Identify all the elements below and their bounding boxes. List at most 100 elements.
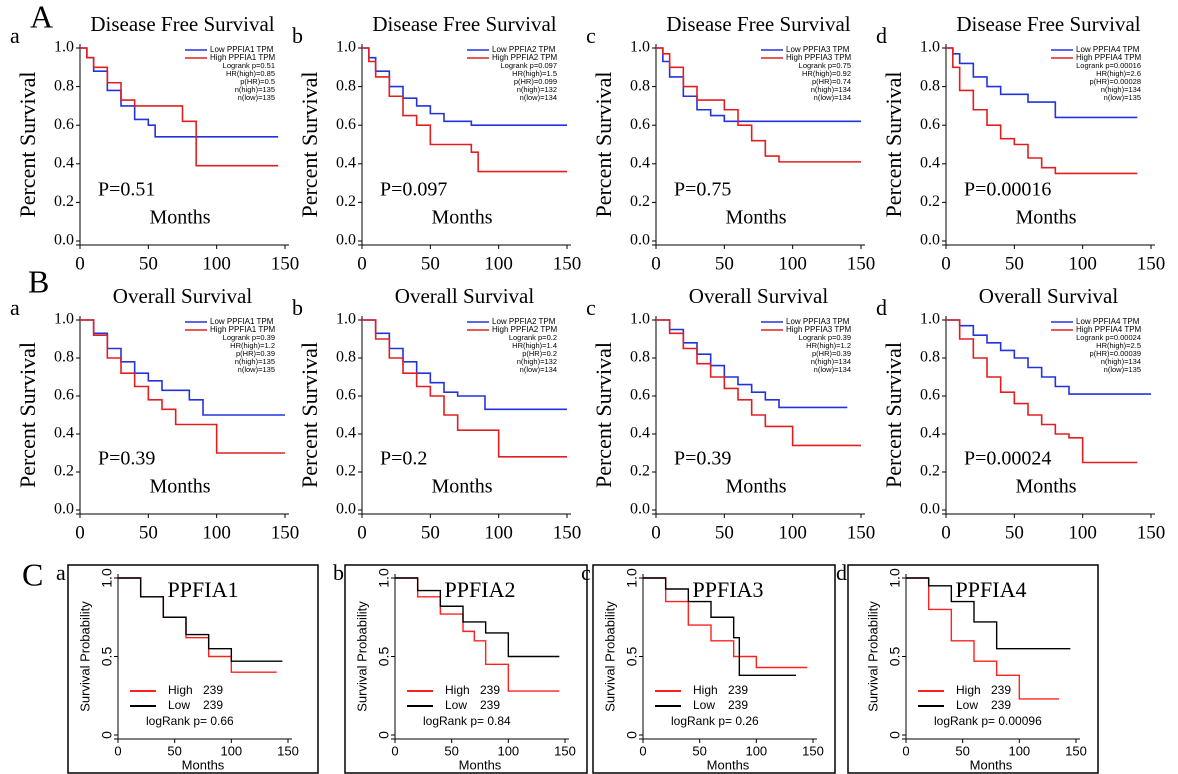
y-tick-label: 0.4 bbox=[920, 154, 940, 171]
stat-text: n(high)=134 bbox=[1101, 85, 1141, 94]
p-value: logRank p= 0.66 bbox=[146, 714, 234, 728]
legend-label: High PPFIA2 TPM bbox=[492, 325, 558, 334]
legend-count: 239 bbox=[480, 698, 500, 712]
survival-curve bbox=[80, 319, 285, 416]
stat-text: HR(high)=0.92 bbox=[802, 69, 851, 78]
y-tick-label: 1.0 bbox=[54, 311, 74, 328]
legend-label: High PPFIA1 TPM bbox=[210, 53, 276, 62]
y-axis-label: Percent Survival bbox=[881, 342, 906, 488]
chart-title: Disease Free Survival bbox=[666, 12, 850, 36]
stat-text: Logrank p=0.75 bbox=[799, 61, 851, 70]
y-axis-label: Percent Survival bbox=[297, 342, 322, 488]
section-label: A bbox=[30, 0, 53, 34]
x-tick-label: 150 bbox=[271, 253, 300, 274]
survival-curve bbox=[906, 577, 1071, 650]
x-tick-label: 0 bbox=[651, 522, 661, 543]
x-tick-label: 150 bbox=[847, 253, 876, 274]
panel-label: b bbox=[292, 23, 303, 48]
y-axis-label: Survival Probability bbox=[865, 601, 880, 712]
y-tick-label: 0.6 bbox=[630, 387, 650, 404]
x-tick-label: 150 bbox=[1137, 522, 1166, 543]
x-tick-label: 150 bbox=[554, 743, 576, 758]
y-tick-label: 0.8 bbox=[920, 349, 940, 366]
stat-text: n(low)=135 bbox=[238, 93, 275, 102]
legend-label: Low bbox=[956, 698, 978, 712]
panel-label: c bbox=[586, 23, 596, 48]
panel-frame bbox=[847, 564, 1099, 774]
y-tick-label: 1.0 bbox=[376, 568, 392, 588]
y-tick-label: 1.0 bbox=[624, 568, 640, 588]
survival-curve bbox=[946, 319, 1151, 395]
stat-text: n(low)=135 bbox=[238, 365, 275, 374]
legend-label: Low PPFIA2 TPM bbox=[492, 317, 556, 326]
y-tick-label: 0.5 bbox=[376, 647, 392, 667]
stat-text: n(high)=135 bbox=[235, 357, 275, 366]
stat-text: HR(high)=1.2 bbox=[806, 341, 851, 350]
x-tick-label: 0 bbox=[357, 522, 367, 543]
y-tick-label: 0.6 bbox=[54, 387, 74, 404]
panel-frame bbox=[67, 564, 319, 774]
survival-curve bbox=[395, 577, 560, 692]
survival-curve bbox=[656, 47, 861, 123]
stat-text: HR(high)=1.5 bbox=[512, 69, 557, 78]
stat-text: n(low)=135 bbox=[1104, 365, 1141, 374]
x-tick-label: 150 bbox=[802, 743, 824, 758]
y-tick-label: 1.0 bbox=[336, 311, 356, 328]
y-tick-label: 0.8 bbox=[54, 349, 74, 366]
x-tick-label: 100 bbox=[1068, 522, 1097, 543]
x-tick-label: 100 bbox=[484, 522, 513, 543]
y-tick-label: 0.2 bbox=[336, 463, 356, 480]
p-value: P=0.39 bbox=[674, 448, 731, 470]
y-tick-label: 0.4 bbox=[920, 425, 940, 442]
p-value: P=0.39 bbox=[98, 448, 155, 470]
x-tick-label: 0 bbox=[902, 743, 909, 758]
survival-curve bbox=[946, 319, 1138, 464]
y-tick-label: 0.0 bbox=[630, 232, 650, 249]
legend-label: Low PPFIA4 TPM bbox=[1076, 317, 1140, 326]
survival-curve bbox=[80, 47, 279, 167]
panel-label: d bbox=[876, 23, 887, 48]
stat-text: n(high)=132 bbox=[517, 85, 557, 94]
p-value: P=0.2 bbox=[380, 448, 427, 470]
y-tick-label: 1.0 bbox=[920, 39, 940, 56]
x-tick-label: 100 bbox=[202, 522, 231, 543]
legend-label: Low PPFIA1 TPM bbox=[210, 45, 274, 54]
legend-label: High bbox=[445, 683, 470, 697]
p-value: P=0.00016 bbox=[964, 179, 1051, 201]
y-tick-label: 1.0 bbox=[99, 568, 115, 588]
y-axis-label: Percent Survival bbox=[881, 71, 906, 217]
x-tick-label: 100 bbox=[202, 253, 231, 274]
survival-curve bbox=[80, 319, 285, 454]
panel-label: c bbox=[586, 295, 596, 320]
y-tick-label: 0.6 bbox=[54, 116, 74, 133]
legend-count: 239 bbox=[991, 698, 1011, 712]
stat-text: p(HR)=0.099 bbox=[514, 77, 557, 86]
y-axis-label: Survival Probability bbox=[354, 601, 369, 712]
y-tick-label: 0.0 bbox=[920, 232, 940, 249]
x-axis-label: Months bbox=[1015, 476, 1076, 498]
panel-label: a bbox=[10, 23, 20, 48]
chart-title: PPFIA4 bbox=[956, 577, 1027, 602]
y-axis-label: Percent Survival bbox=[297, 71, 322, 217]
y-tick-label: 1.0 bbox=[54, 39, 74, 56]
p-value: P=0.00024 bbox=[964, 448, 1051, 470]
x-tick-label: 50 bbox=[421, 253, 440, 274]
legend-label: High PPFIA3 TPM bbox=[786, 53, 852, 62]
p-value: logRank p= 0.26 bbox=[671, 714, 759, 728]
x-tick-label: 100 bbox=[745, 743, 767, 758]
panel-label: b bbox=[292, 295, 303, 320]
y-tick-label: 0.2 bbox=[920, 463, 940, 480]
x-tick-label: 100 bbox=[220, 743, 242, 758]
panel-label: d bbox=[836, 560, 847, 585]
legend-label: Low PPFIA3 TPM bbox=[786, 317, 850, 326]
survival-curve bbox=[118, 577, 283, 662]
y-tick-label: 0.2 bbox=[54, 193, 74, 210]
x-tick-label: 150 bbox=[1137, 253, 1166, 274]
y-tick-label: 0.8 bbox=[630, 349, 650, 366]
stat-text: n(high)=134 bbox=[811, 357, 851, 366]
y-tick-label: 0.4 bbox=[630, 425, 650, 442]
stat-text: Logrank p=0.39 bbox=[799, 333, 851, 342]
survival-curve bbox=[395, 577, 560, 658]
legend-label: High PPFIA1 TPM bbox=[210, 325, 276, 334]
stat-text: n(high)=134 bbox=[1101, 357, 1141, 366]
